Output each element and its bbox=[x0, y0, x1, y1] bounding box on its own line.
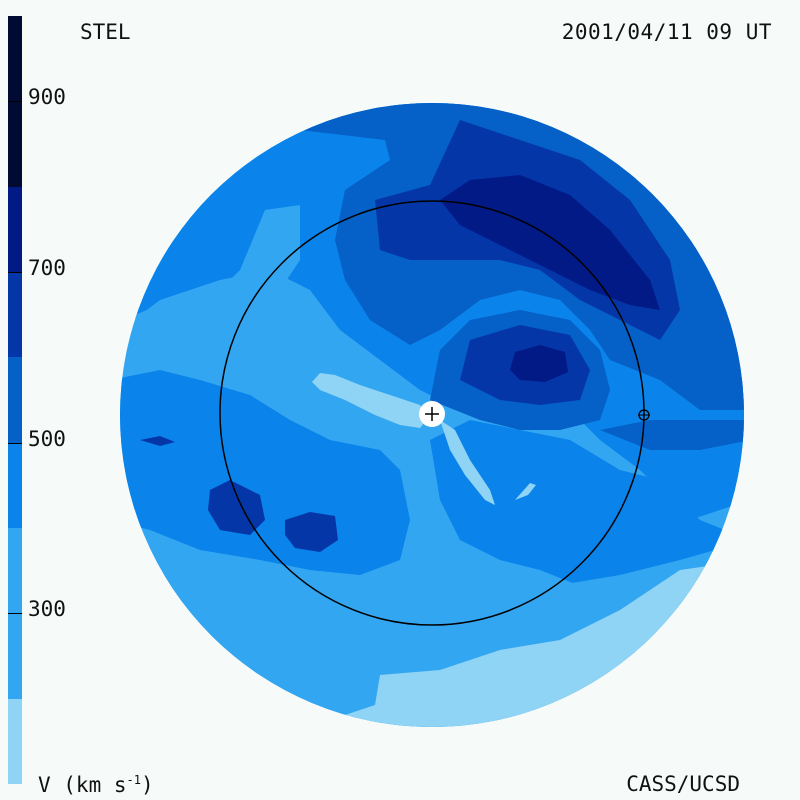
color-scale-band bbox=[8, 698, 22, 784]
contour-high-left-c bbox=[140, 436, 175, 446]
color-scale-band bbox=[8, 272, 22, 358]
timestamp-label: 2001/04/11 09 UT bbox=[561, 20, 772, 44]
velocity-unit-label: V (km s-1) bbox=[38, 774, 154, 796]
color-scale-tick-label: 300 bbox=[28, 597, 66, 622]
contour-lowest-streak-left bbox=[312, 373, 428, 428]
color-scale-tick-label: 700 bbox=[28, 256, 66, 280]
color-scale-tick bbox=[8, 442, 22, 444]
color-scale-tick-label: 900 bbox=[28, 85, 66, 110]
color-scale-band bbox=[8, 357, 22, 443]
color-scale-tick bbox=[8, 101, 22, 103]
unit-exponent: -1 bbox=[126, 773, 141, 787]
earth-orbit-circle bbox=[219, 200, 645, 626]
contour-lowest-streak-down bbox=[440, 420, 495, 505]
contour-high-left-a bbox=[208, 480, 265, 535]
contour-high-left-b bbox=[285, 512, 338, 552]
observatory-label: STEL bbox=[80, 20, 131, 44]
earth-circle-marker bbox=[638, 409, 650, 421]
credit-label: CASS/UCSD bbox=[626, 772, 740, 796]
sun-plus-marker bbox=[419, 401, 445, 427]
color-scale-band bbox=[8, 186, 22, 272]
color-scale-tick bbox=[8, 272, 22, 273]
contour-midhigh-right-arm bbox=[600, 420, 744, 450]
color-scale-tick-label: 500 bbox=[28, 426, 66, 451]
contour-higher-upper bbox=[440, 175, 660, 310]
unit-label-text: V (km s bbox=[38, 773, 127, 797]
unit-label-close: ) bbox=[140, 773, 154, 797]
color-scale-band bbox=[8, 442, 22, 528]
contour-lowest-streak-small bbox=[515, 483, 536, 500]
contour-higher-center bbox=[510, 345, 568, 382]
color-scale-tick bbox=[8, 613, 22, 615]
